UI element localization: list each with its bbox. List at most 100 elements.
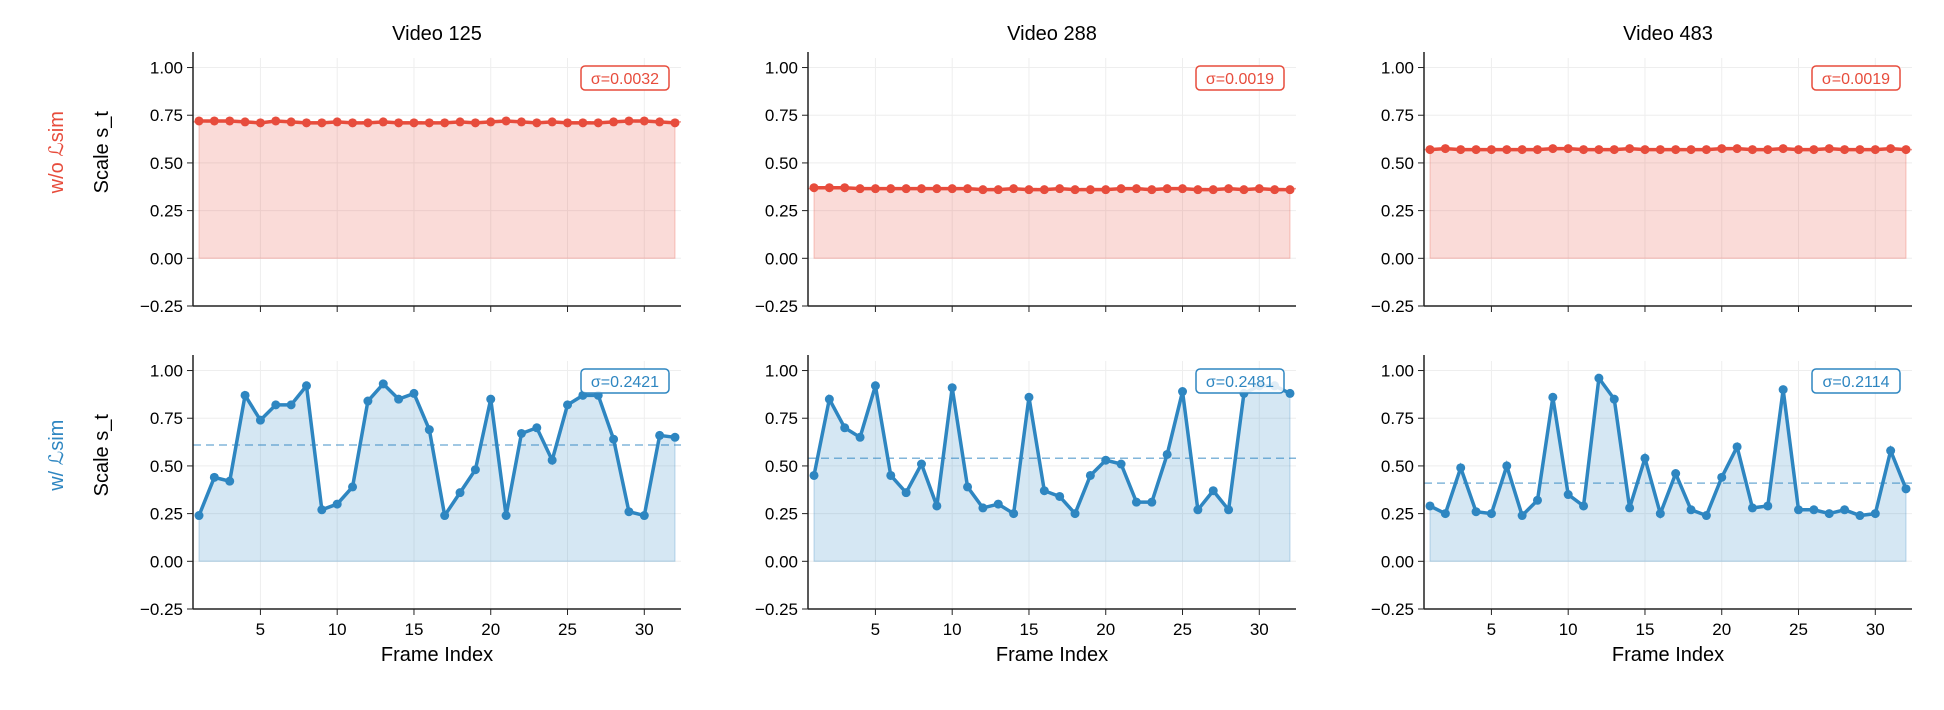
y-tick-label: 1.00 xyxy=(150,362,183,381)
data-point xyxy=(1763,501,1773,511)
data-point xyxy=(255,118,265,128)
y-tick-label: 0.75 xyxy=(150,409,183,428)
sigma-badge xyxy=(1811,368,1901,394)
data-point xyxy=(1640,453,1650,463)
y-tick-label: −0.25 xyxy=(140,600,183,619)
data-point xyxy=(1901,484,1911,494)
x-tick-label: 20 xyxy=(481,620,500,639)
data-point xyxy=(1579,501,1589,511)
data-point xyxy=(1778,144,1788,154)
data-point xyxy=(1440,509,1450,519)
y-tick-label: 0.75 xyxy=(150,106,183,125)
data-point xyxy=(1239,185,1249,195)
data-point xyxy=(855,432,865,442)
data-point xyxy=(1794,505,1804,515)
data-point xyxy=(1517,511,1527,521)
data-point xyxy=(532,423,542,433)
data-point xyxy=(516,117,526,127)
data-point xyxy=(225,476,235,486)
data-point xyxy=(609,117,619,127)
data-point xyxy=(440,118,450,128)
data-point xyxy=(670,118,680,128)
data-point xyxy=(1548,144,1558,154)
data-point xyxy=(348,118,358,128)
data-point xyxy=(255,415,265,425)
y-tick-label: 1.00 xyxy=(1381,59,1414,78)
y-tick-label: 0.00 xyxy=(765,552,798,571)
data-point xyxy=(870,184,880,194)
y-tick-label: 0.50 xyxy=(765,154,798,173)
y-tick-label: 0.00 xyxy=(765,249,798,268)
data-point xyxy=(840,423,850,433)
y-tick-label: 0.75 xyxy=(1381,106,1414,125)
data-point xyxy=(1085,470,1095,480)
data-point xyxy=(1732,442,1742,452)
data-point xyxy=(209,472,219,482)
data-point xyxy=(1655,509,1665,519)
y-tick-label: 0.25 xyxy=(1381,505,1414,524)
data-point xyxy=(286,400,296,410)
panel-1: 1.00 0.75 0.50 0.25 0.00 −0.25 Video 125 Scale … xyxy=(46,23,681,316)
data-point xyxy=(639,116,649,126)
data-point xyxy=(916,459,926,469)
data-point xyxy=(332,117,342,127)
x-axis-label: Frame Index xyxy=(381,644,493,666)
data-point xyxy=(1655,145,1665,155)
data-point xyxy=(1901,145,1911,155)
data-point xyxy=(1548,392,1558,402)
data-point xyxy=(1809,505,1819,515)
sigma-badge xyxy=(580,368,670,394)
data-point xyxy=(1193,185,1203,195)
data-point xyxy=(1701,145,1711,155)
y-tick-label: 0.75 xyxy=(765,106,798,125)
y-tick-label: 0.75 xyxy=(765,409,798,428)
data-point xyxy=(1024,185,1034,195)
data-point xyxy=(1594,373,1604,383)
data-point xyxy=(516,428,526,438)
row-label: w/o ℒsim xyxy=(46,111,68,194)
y-axis-label: Scale s_t xyxy=(91,414,113,497)
x-tick-label: 30 xyxy=(1250,620,1269,639)
data-point xyxy=(947,383,957,393)
data-point xyxy=(1070,509,1080,519)
y-tick-label: 0.25 xyxy=(150,202,183,221)
data-point xyxy=(563,118,573,128)
data-point xyxy=(809,470,819,480)
data-point xyxy=(440,511,450,521)
data-point xyxy=(194,511,204,521)
data-point xyxy=(1794,145,1804,155)
data-point xyxy=(317,118,327,128)
data-point xyxy=(978,185,988,195)
panel-6: 1.00 0.75 0.50 0.25 0.00 −0.25 5 10 15 20 25 30 Fram… xyxy=(1371,355,1912,666)
y-tick-label: 0.50 xyxy=(150,457,183,476)
data-point xyxy=(901,488,911,498)
x-tick-label: 5 xyxy=(1487,620,1496,639)
data-point xyxy=(348,482,358,492)
data-point xyxy=(655,430,665,440)
data-point xyxy=(1809,145,1819,155)
data-point xyxy=(978,503,988,513)
data-point xyxy=(225,116,235,126)
data-point xyxy=(1840,505,1850,515)
data-point xyxy=(1855,511,1865,521)
data-point xyxy=(271,116,281,126)
data-point xyxy=(486,394,496,404)
data-point xyxy=(378,117,388,127)
data-point xyxy=(563,400,573,410)
data-point xyxy=(1162,184,1172,194)
data-point xyxy=(1717,472,1727,482)
panel-3: 1.00 0.75 0.50 0.25 0.00 −0.25 Video 483 σ=0.00… xyxy=(1371,23,1912,316)
series-line xyxy=(814,185,1290,192)
data-point xyxy=(394,118,404,128)
x-tick-label: 15 xyxy=(1636,620,1655,639)
y-tick-label: 0.50 xyxy=(150,154,183,173)
x-tick-label: 15 xyxy=(405,620,424,639)
panel-2: 1.00 0.75 0.50 0.25 0.00 −0.25 Video 288 σ=0.00… xyxy=(755,23,1296,316)
data-point xyxy=(1285,185,1295,195)
data-point xyxy=(1208,486,1218,496)
data-point xyxy=(424,425,434,435)
data-point xyxy=(1270,185,1280,195)
data-point xyxy=(501,116,511,126)
data-point xyxy=(870,381,880,391)
y-tick-label: 0.50 xyxy=(1381,457,1414,476)
